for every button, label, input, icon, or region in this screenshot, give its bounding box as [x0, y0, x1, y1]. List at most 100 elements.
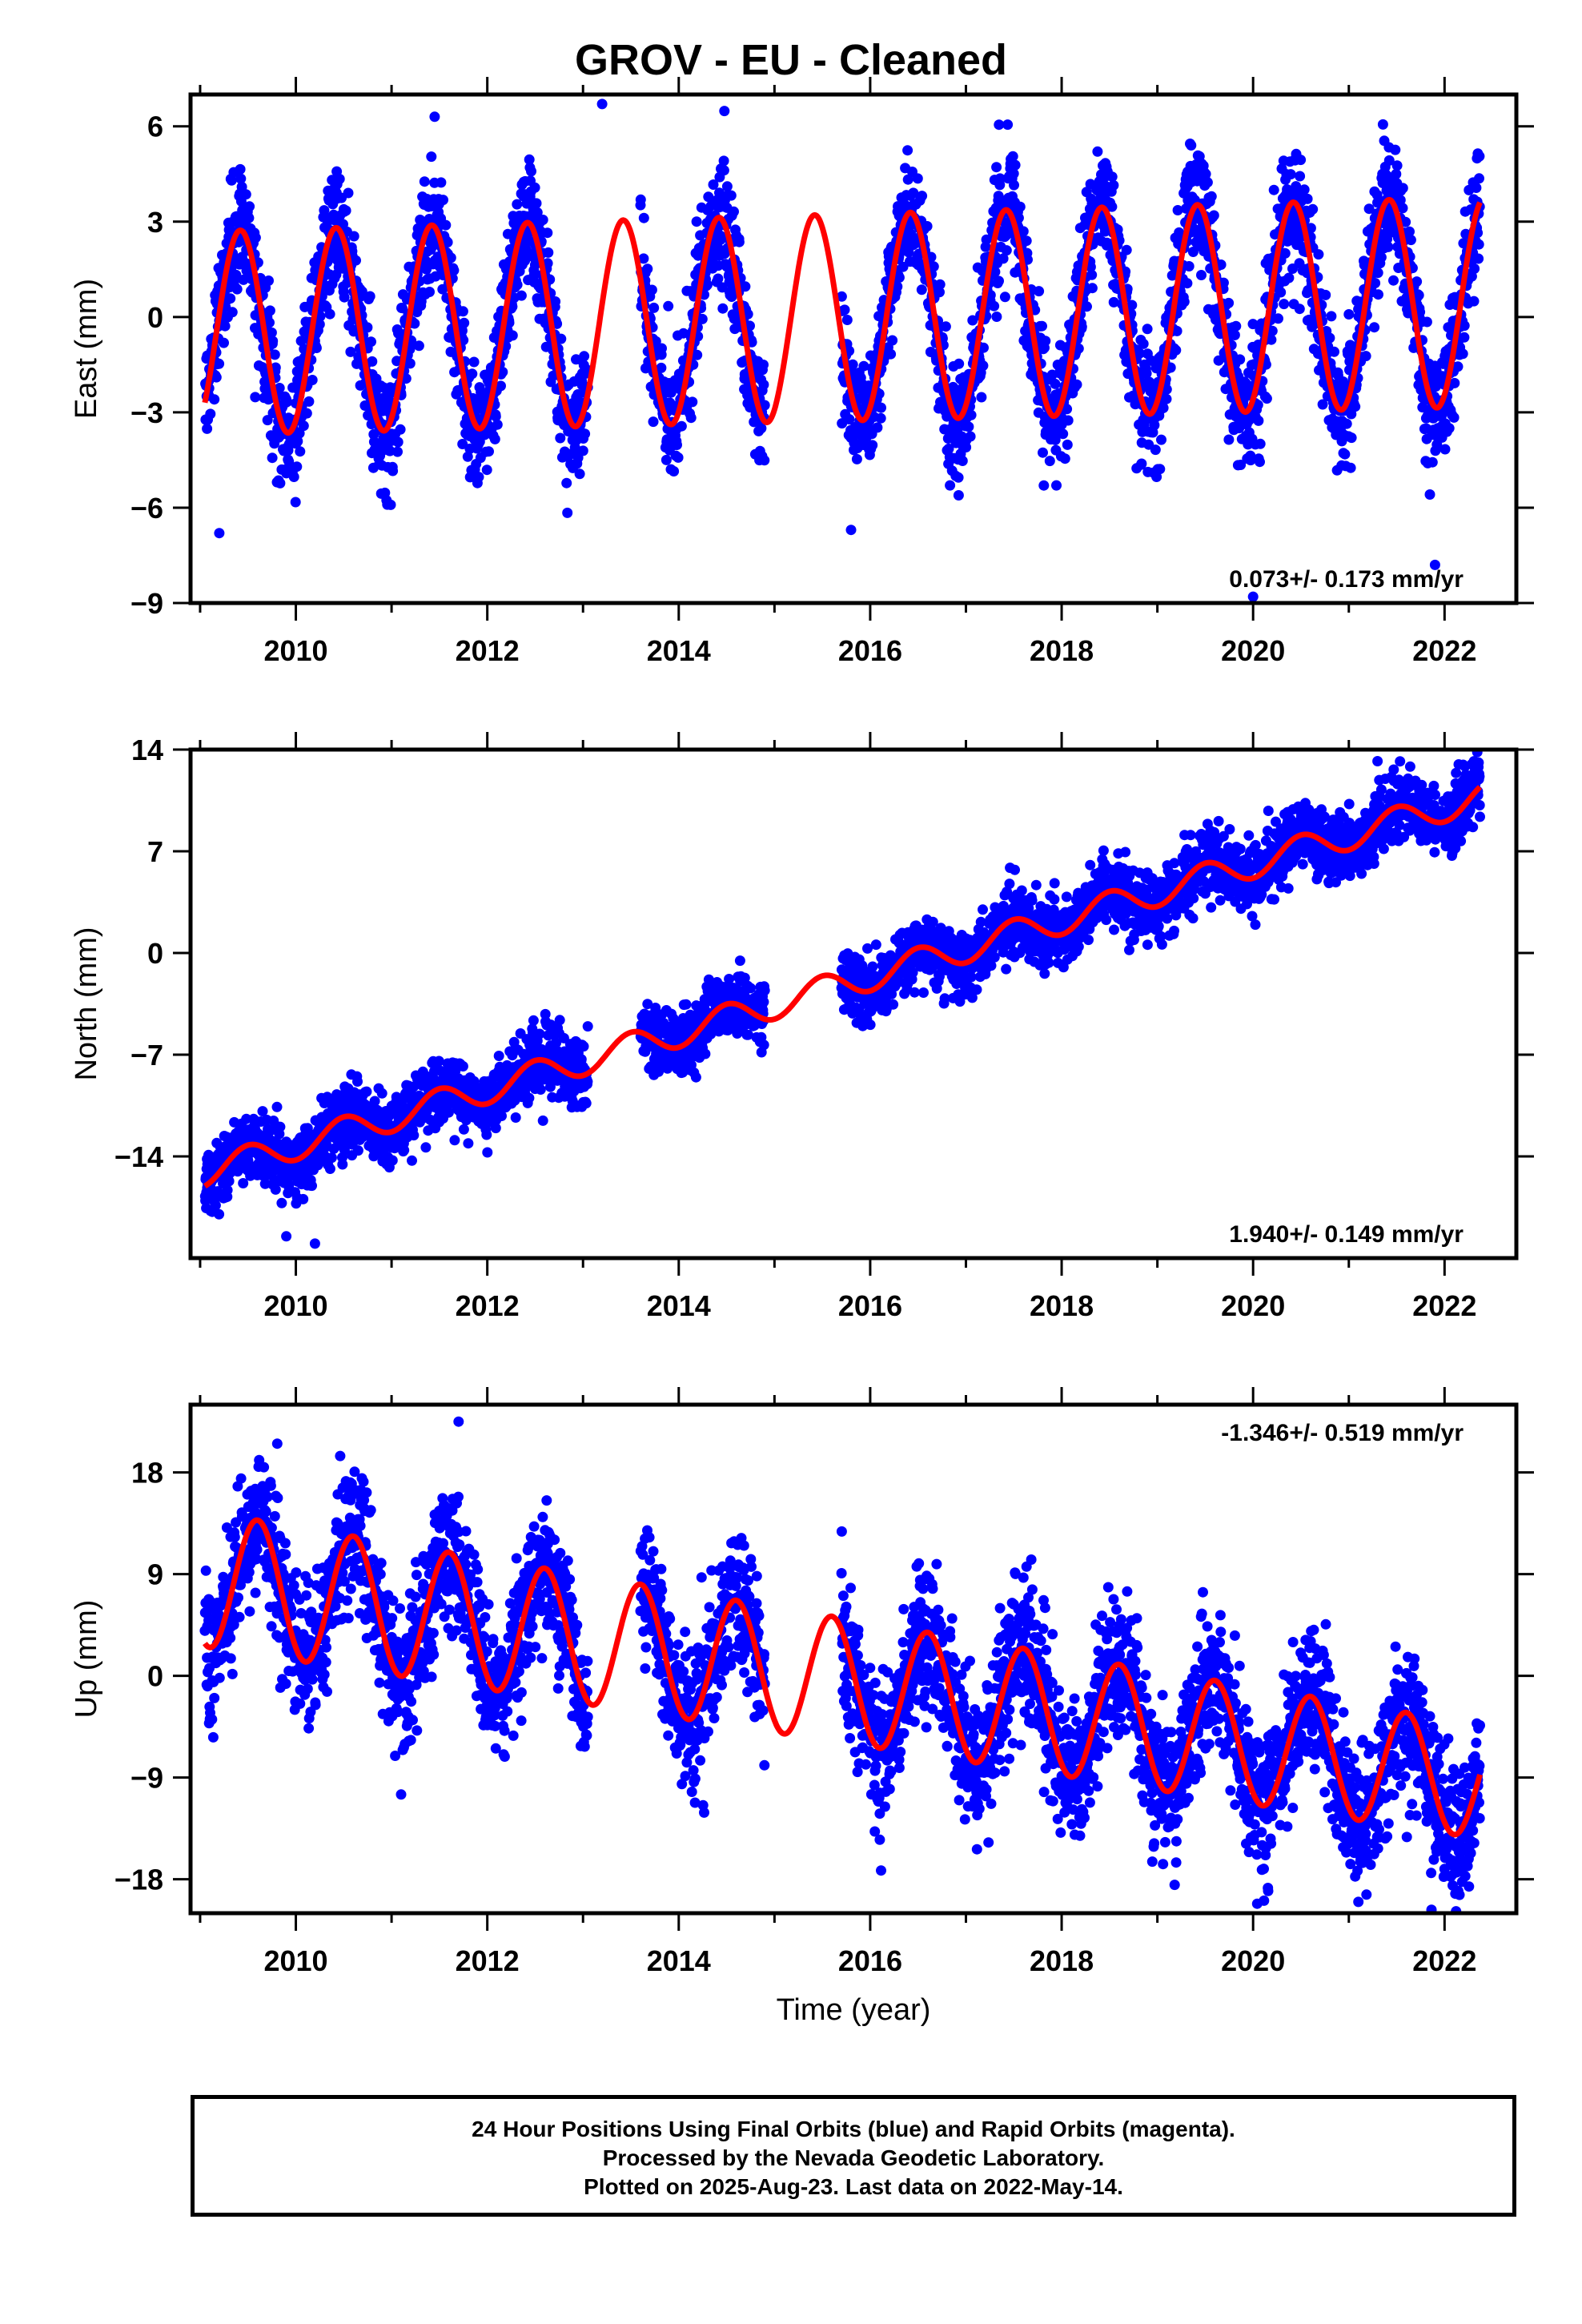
data-point	[1018, 226, 1029, 237]
data-point	[1106, 171, 1118, 183]
data-point	[340, 205, 351, 216]
data-point	[998, 253, 1009, 264]
data-point	[1086, 283, 1098, 294]
data-point	[392, 436, 404, 448]
data-point	[966, 409, 977, 420]
data-point	[1178, 296, 1190, 308]
data-point	[1008, 168, 1019, 179]
data-point	[934, 279, 946, 290]
data-point	[1391, 160, 1403, 171]
data-point	[1471, 183, 1482, 193]
data-point	[702, 279, 713, 291]
data-point	[851, 453, 862, 464]
data-point	[463, 1138, 474, 1149]
data-point	[953, 472, 964, 483]
data-point	[211, 372, 222, 383]
data-point	[1037, 320, 1047, 332]
x-tick-label: 2018	[1030, 634, 1094, 667]
data-point	[1252, 400, 1263, 411]
data-point	[745, 320, 755, 332]
data-point	[725, 190, 737, 201]
x-tick-label: 2022	[1412, 634, 1476, 667]
y-axis-label-east: East (mm)	[70, 279, 103, 419]
data-point	[1183, 261, 1195, 271]
data-points-north	[199, 750, 1485, 1249]
data-point	[343, 187, 354, 199]
data-point	[867, 440, 878, 451]
data-point	[691, 216, 702, 227]
data-point	[916, 284, 927, 296]
data-point	[656, 343, 667, 354]
data-point	[1245, 455, 1256, 466]
data-point	[351, 255, 361, 266]
data-point	[496, 380, 506, 392]
data-point	[934, 287, 945, 298]
data-point	[692, 349, 703, 360]
data-point	[562, 507, 573, 518]
y-tick-label: −6	[130, 492, 163, 525]
data-point	[243, 212, 255, 223]
data-point	[387, 465, 399, 476]
data-point	[1009, 179, 1019, 191]
data-point	[579, 351, 590, 362]
data-point	[663, 300, 674, 312]
data-point	[542, 258, 553, 269]
data-point	[238, 274, 249, 285]
data-point	[303, 396, 315, 407]
data-point	[902, 174, 913, 185]
data-point	[994, 275, 1004, 287]
data-point	[1341, 418, 1352, 429]
data-point	[1397, 203, 1408, 214]
data-point	[231, 283, 243, 295]
data-point	[219, 337, 229, 348]
data-point	[524, 154, 535, 165]
data-point	[502, 228, 513, 239]
data-point	[1206, 191, 1217, 202]
data-point	[271, 1101, 283, 1112]
data-point	[368, 436, 379, 448]
data-point	[1010, 159, 1021, 171]
data-point	[457, 439, 468, 449]
data-point	[462, 451, 473, 462]
data-point	[1040, 336, 1051, 347]
data-point	[263, 275, 274, 286]
data-point	[482, 1147, 493, 1158]
data-point	[1231, 320, 1242, 332]
data-point	[893, 272, 905, 283]
outlier-point	[429, 111, 440, 123]
data-point	[1086, 269, 1098, 280]
data-point	[440, 219, 452, 231]
data-point	[1172, 205, 1183, 215]
data-point	[1171, 325, 1182, 336]
data-point	[1255, 456, 1265, 468]
data-point	[1370, 278, 1381, 288]
data-point	[1307, 203, 1319, 215]
outlier-point	[596, 99, 608, 110]
data-point	[1317, 399, 1328, 410]
data-point	[758, 360, 769, 370]
data-point	[537, 215, 548, 225]
data-point	[532, 207, 543, 218]
data-point	[1186, 140, 1197, 151]
data-point	[324, 308, 335, 320]
data-point	[493, 1051, 504, 1061]
data-point	[1200, 168, 1211, 179]
data-point	[1273, 313, 1283, 324]
data-point	[1001, 245, 1012, 256]
data-point	[490, 411, 501, 422]
data-point	[1261, 393, 1272, 404]
data-point	[267, 452, 278, 464]
data-point	[1295, 171, 1306, 182]
data-point	[1339, 448, 1351, 460]
data-point	[356, 286, 367, 297]
data-point	[264, 305, 275, 316]
data-point	[1474, 151, 1485, 162]
data-point	[438, 195, 448, 206]
data-points-east	[200, 99, 1485, 602]
data-point	[1138, 338, 1149, 349]
data-point	[448, 265, 460, 276]
data-point	[1345, 462, 1356, 473]
data-point	[1468, 296, 1480, 307]
data-point	[638, 253, 649, 264]
data-point	[1126, 300, 1138, 311]
